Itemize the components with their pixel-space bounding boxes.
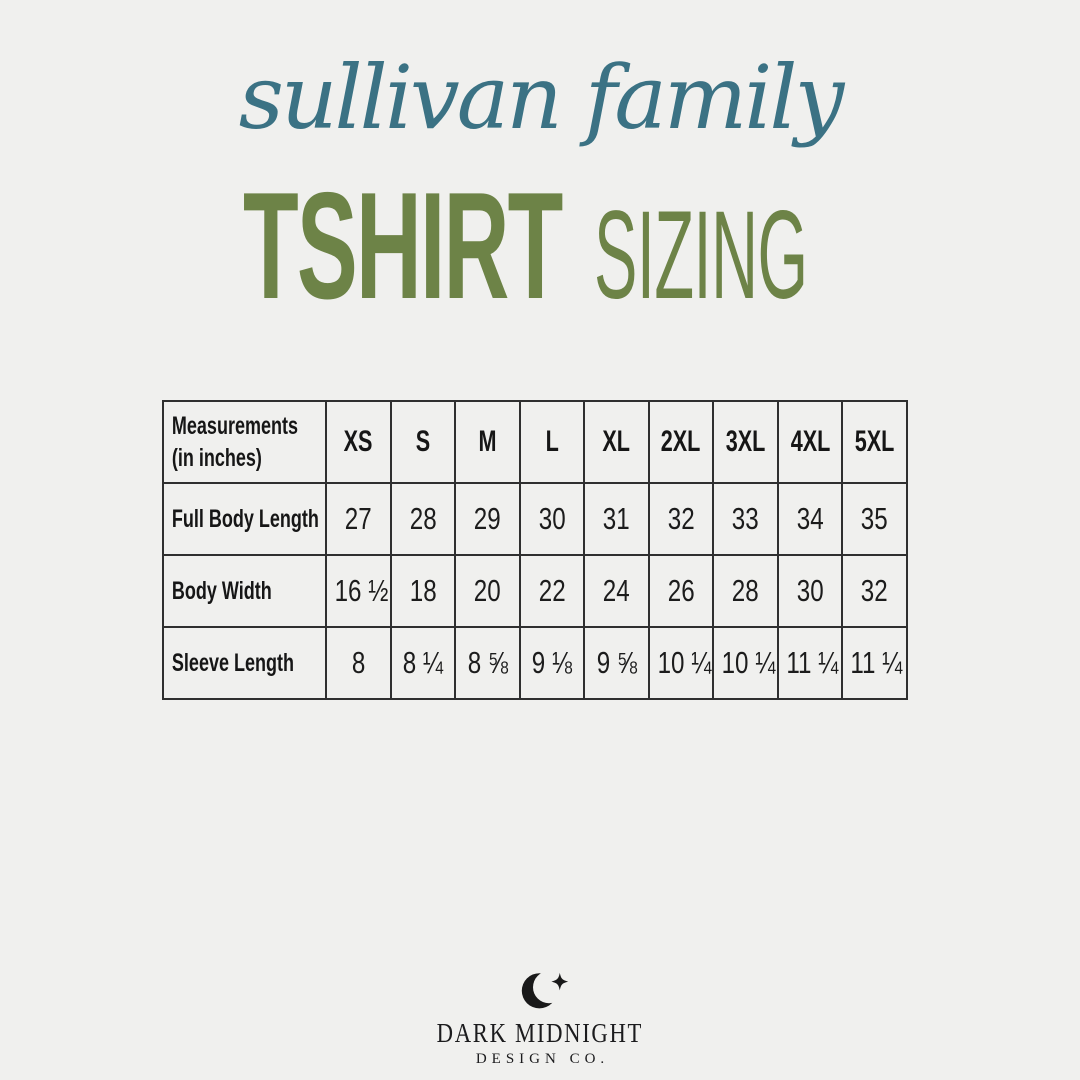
size-value: 27 [344, 501, 372, 536]
size-value-cell: 11 ¼ [776, 626, 844, 700]
size-col-header-label: 4XL [790, 425, 830, 458]
row-label-cell: Full Body Length [162, 482, 327, 556]
size-col-header-2xl: 2XL [647, 400, 715, 484]
size-col-header-4xl: 4XL [776, 400, 844, 484]
title-script-family-name: sullivan family [238, 46, 845, 149]
size-col-header-label: XL [602, 425, 631, 458]
size-value: 8 ¼ [402, 645, 443, 680]
size-value: 20 [473, 573, 501, 608]
title-word-sizing: SIZING [594, 186, 808, 325]
size-value: 18 [409, 573, 437, 608]
size-value: 28 [732, 573, 760, 608]
size-col-header-5xl: 5XL [841, 400, 908, 484]
size-col-header-label: M [478, 425, 497, 458]
row-label: Sleeve Length [171, 648, 294, 677]
size-col-header-label: L [545, 425, 559, 458]
size-value-cell: 9 ⅛ [518, 626, 586, 700]
size-value: 26 [667, 573, 695, 608]
size-value-cell: 26 [647, 554, 715, 628]
size-value: 32 [667, 501, 695, 536]
size-value-cell: 18 [389, 554, 457, 628]
size-value-cell: 16 ½ [325, 554, 392, 628]
size-value-cell: 33 [712, 482, 779, 556]
size-col-header-3xl: 3XL [712, 400, 779, 484]
size-col-header-label: S [415, 425, 431, 458]
size-value-cell: 29 [454, 482, 521, 556]
size-value-cell: 8 [325, 626, 392, 700]
size-value-cell: 24 [583, 554, 650, 628]
row-label-cell: Sleeve Length [162, 626, 327, 700]
size-value: 11 ¼ [786, 645, 839, 680]
title-word-tshirt: TSHIRT [243, 161, 563, 331]
size-col-header-m: M [454, 400, 521, 484]
size-value: 10 ¼ [657, 645, 712, 680]
size-col-header-xs: XS [325, 400, 392, 484]
size-value: 33 [732, 501, 760, 536]
size-col-header-label: 3XL [725, 425, 766, 458]
size-value-cell: 9 ⅝ [583, 626, 650, 700]
size-col-header-l: L [518, 400, 586, 484]
size-value: 30 [538, 501, 566, 536]
size-value-cell: 20 [454, 554, 521, 628]
measurements-label-line2: (in inches) [171, 444, 262, 472]
size-chart-table: Measurements (in inches) XS S M L XL 2XL… [162, 400, 908, 700]
size-value-cell: 27 [325, 482, 392, 556]
size-value: 11 ¼ [850, 645, 903, 680]
size-value: 34 [796, 501, 824, 536]
size-value-cell: 28 [712, 554, 779, 628]
size-value: 29 [473, 501, 501, 536]
size-value-cell: 31 [583, 482, 650, 556]
size-value-cell: 10 ¼ [647, 626, 715, 700]
measurements-header-cell: Measurements (in inches) [162, 400, 327, 484]
row-label: Body Width [171, 576, 272, 605]
row-label-cell: Body Width [162, 554, 327, 628]
size-value-cell: 32 [647, 482, 715, 556]
size-value-cell: 28 [389, 482, 457, 556]
size-value: 35 [861, 501, 889, 536]
size-value: 9 ⅝ [596, 645, 637, 680]
table-header-row: Measurements (in inches) XS S M L XL 2XL… [162, 400, 908, 484]
table-row-full-body-length: Full Body Length 27 28 29 30 31 32 33 34… [162, 482, 908, 556]
size-value-cell: 8 ⅝ [454, 626, 521, 700]
size-col-header-xl: XL [583, 400, 650, 484]
size-value-cell: 32 [841, 554, 908, 628]
table-row-body-width: Body Width 16 ½ 18 20 22 24 26 28 30 32 [162, 554, 908, 628]
size-value: 24 [603, 573, 630, 608]
size-value: 31 [603, 501, 630, 536]
size-col-header-label: 2XL [661, 425, 701, 458]
size-value: 32 [861, 573, 889, 608]
measurements-label-line1: Measurements [171, 411, 298, 440]
brand-footer: DARK MIDNIGHT DESIGN CO. [0, 968, 1080, 1068]
size-value: 10 ¼ [721, 645, 776, 680]
size-value: 16 ½ [334, 573, 389, 608]
brand-name: DARK MIDNIGHT [436, 1018, 644, 1048]
brand-subtitle: DESIGN CO. [475, 1051, 610, 1067]
size-value: 22 [538, 573, 566, 608]
size-value-cell: 11 ¼ [841, 626, 908, 700]
crescent-moon-sparkle-icon [521, 968, 573, 1014]
size-value-cell: 10 ¼ [712, 626, 779, 700]
size-value: 28 [409, 501, 437, 536]
size-value: 30 [796, 573, 824, 608]
row-label: Full Body Length [171, 504, 319, 533]
size-col-header-label: XS [343, 425, 373, 458]
table-row-sleeve-length: Sleeve Length 8 8 ¼ 8 ⅝ 9 ⅛ 9 ⅝ 10 ¼ 10 … [162, 626, 908, 700]
size-col-header-s: S [389, 400, 457, 484]
size-value-cell: 30 [776, 554, 844, 628]
size-value: 9 ⅛ [531, 645, 573, 680]
size-col-header-label: 5XL [854, 425, 895, 458]
size-value-cell: 35 [841, 482, 908, 556]
size-value-cell: 30 [518, 482, 586, 556]
size-value: 8 [351, 645, 365, 680]
size-value-cell: 8 ¼ [389, 626, 457, 700]
size-value: 8 ⅝ [467, 645, 508, 680]
size-value-cell: 22 [518, 554, 586, 628]
size-value-cell: 34 [776, 482, 844, 556]
